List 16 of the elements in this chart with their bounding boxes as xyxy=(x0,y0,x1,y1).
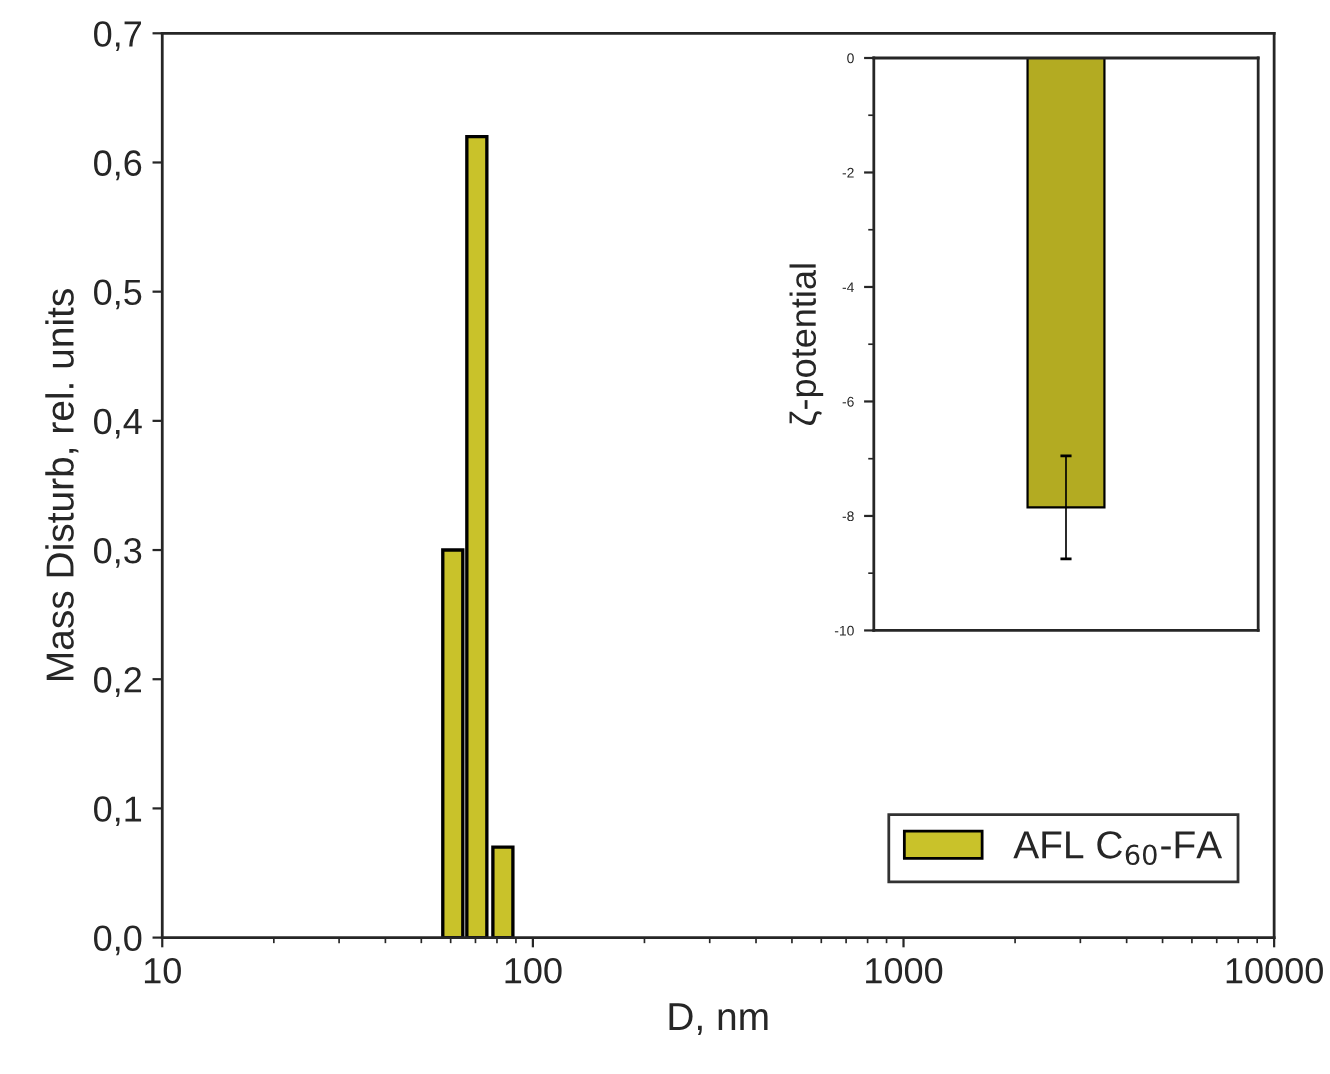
y-tick-label: 0,3 xyxy=(94,537,142,568)
y-tick-label: 0,0 xyxy=(94,925,142,956)
y-axis-title: ζ-potential xyxy=(789,264,824,425)
legend-label: AFL C$_{60}$-FA xyxy=(1013,831,1223,866)
y-axis-title: Mass Disturb, rel. units xyxy=(45,289,79,680)
y-tick-label: 0,2 xyxy=(94,667,142,697)
x-tick-label: 100 xyxy=(505,958,562,984)
x-axis-title: D, nm xyxy=(669,1003,768,1035)
x-tick-label: 10000 xyxy=(1226,958,1323,984)
y-tick-label: 0,5 xyxy=(94,279,142,310)
y-tick-label: 0,1 xyxy=(94,796,142,827)
x-tick-label: 1000 xyxy=(866,958,943,984)
y-tick-label: 0,4 xyxy=(94,408,142,439)
x-tick-label: 10 xyxy=(144,958,181,984)
y-tick-label: 0,6 xyxy=(94,150,142,181)
y-tick-label: 0,7 xyxy=(94,21,142,51)
